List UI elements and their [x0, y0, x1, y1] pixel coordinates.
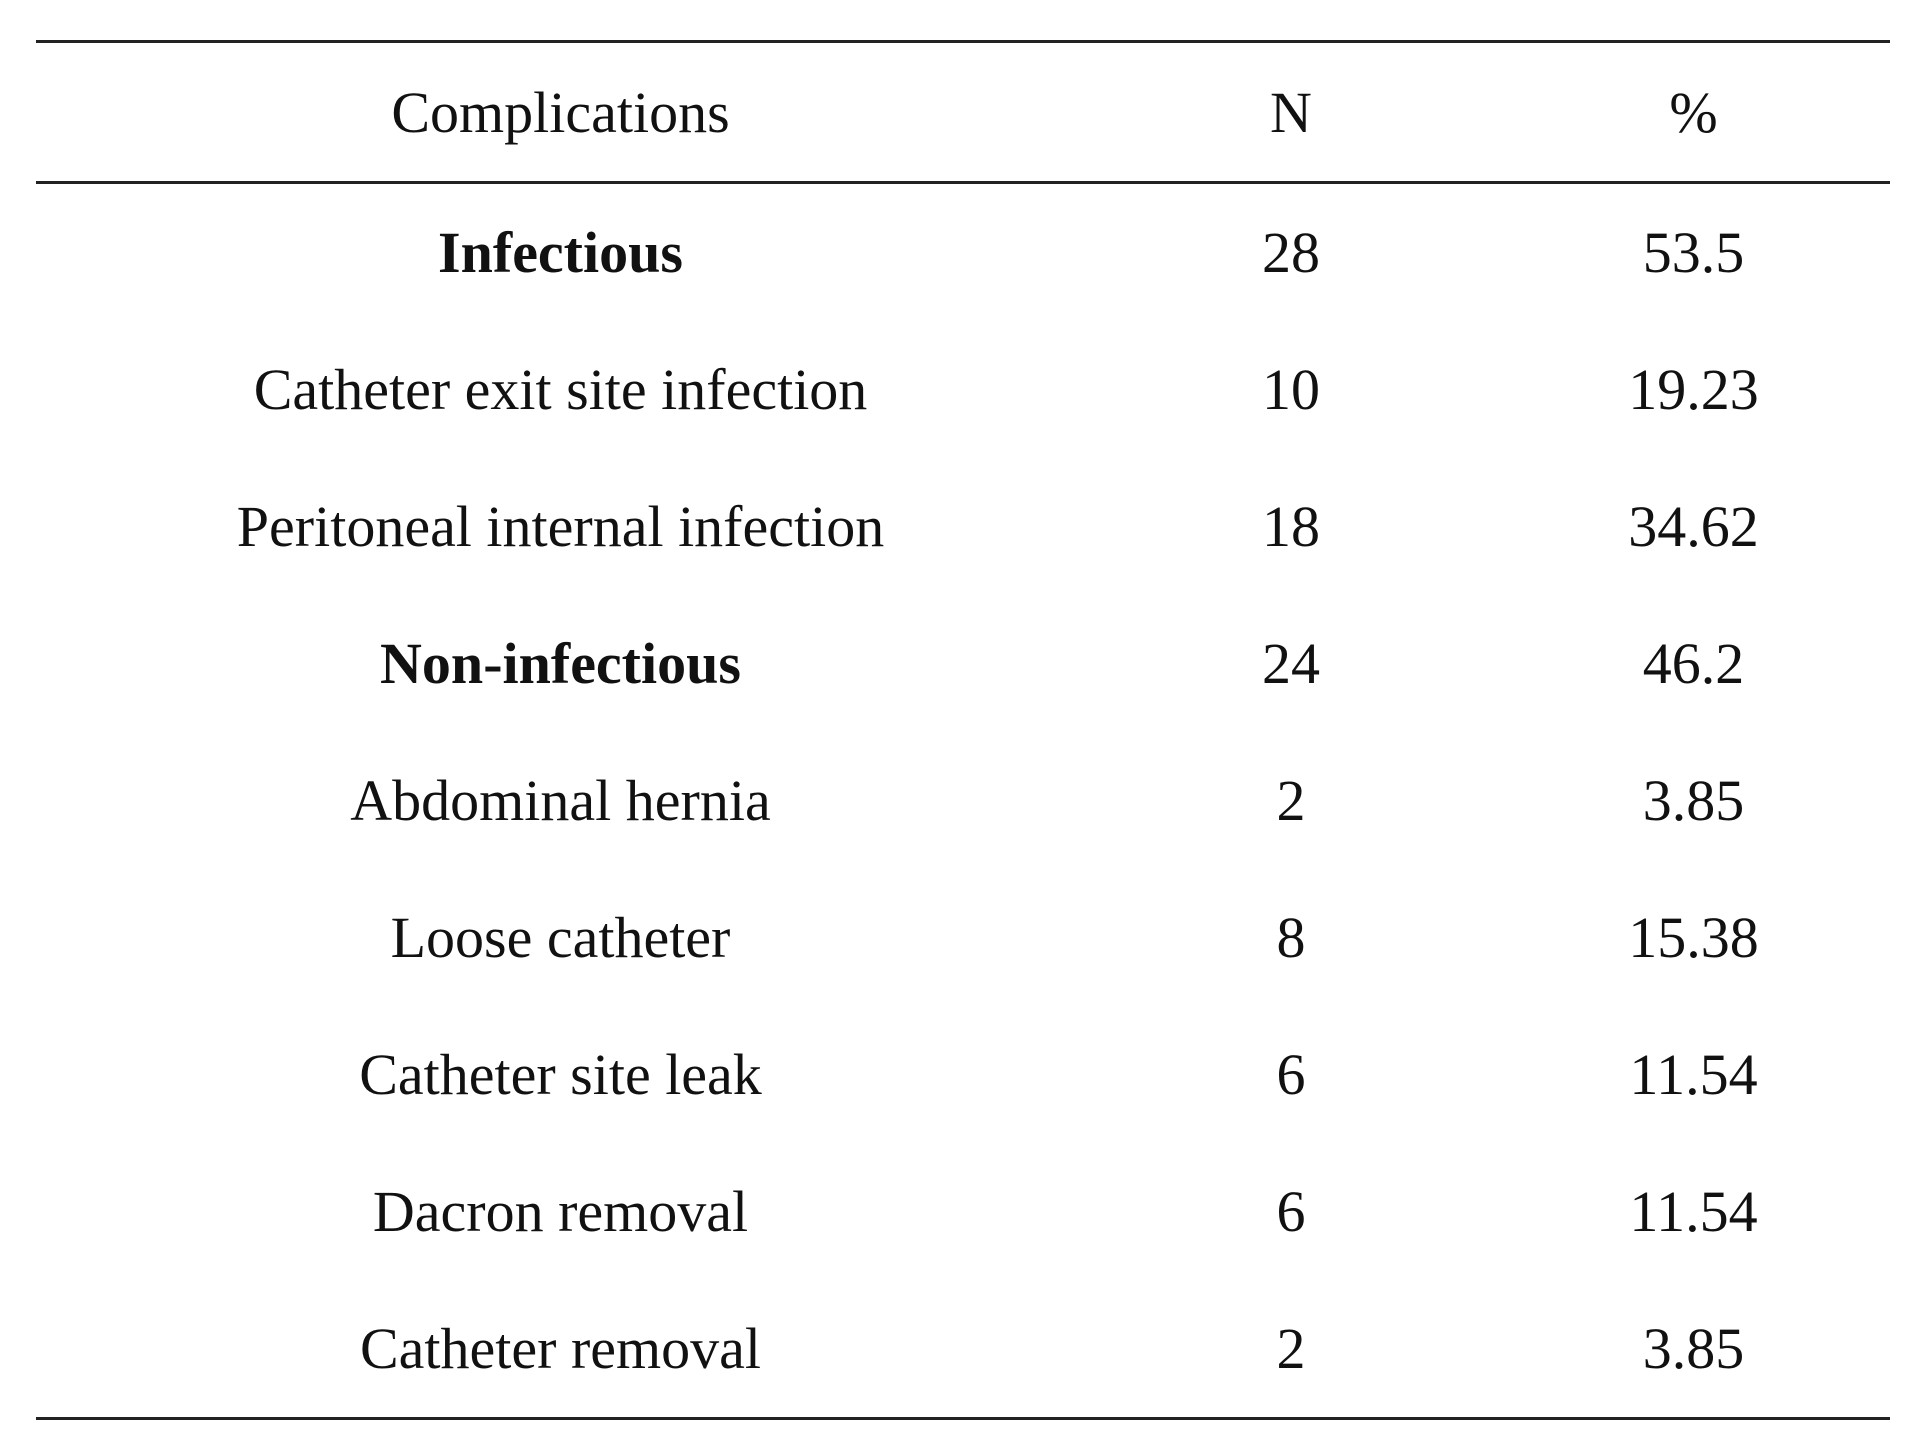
row-n: 6	[1276, 1179, 1306, 1244]
row-label: Infectious	[438, 220, 683, 285]
table-row: Infectious 28 53.5	[36, 183, 1890, 322]
row-label: Catheter site leak	[359, 1042, 762, 1107]
row-label: Abdominal hernia	[350, 768, 771, 833]
complications-table-container: Complications N % Infectious 28 53.5 Cat…	[36, 40, 1890, 1420]
table-row: Abdominal hernia 2 3.85	[36, 732, 1890, 869]
table-row: Catheter removal 2 3.85	[36, 1280, 1890, 1419]
table-row: Catheter exit site infection 10 19.23	[36, 321, 1890, 458]
row-percent: 34.62	[1628, 494, 1759, 559]
complications-table: Complications N % Infectious 28 53.5 Cat…	[36, 40, 1890, 1420]
row-n: 18	[1262, 494, 1320, 559]
row-percent: 11.54	[1629, 1179, 1758, 1244]
row-label: Non-infectious	[380, 631, 741, 696]
table-row: Loose catheter 8 15.38	[36, 869, 1890, 1006]
row-percent: 15.38	[1628, 905, 1759, 970]
row-n: 28	[1262, 220, 1320, 285]
header-row: Complications N %	[36, 41, 1890, 183]
table-header: Complications N %	[36, 41, 1890, 183]
row-n: 6	[1276, 1042, 1306, 1107]
table-body: Infectious 28 53.5 Catheter exit site in…	[36, 183, 1890, 1419]
row-label: Dacron removal	[372, 1179, 749, 1244]
table-row: Dacron removal 6 11.54	[36, 1143, 1890, 1280]
table-row: Peritoneal internal infection 18 34.62	[36, 458, 1890, 595]
table-row: Non-infectious 24 46.2	[36, 595, 1890, 732]
table-row: Catheter site leak 6 11.54	[36, 1006, 1890, 1143]
row-label: Loose catheter	[390, 905, 731, 970]
row-label: Peritoneal internal infection	[236, 494, 885, 559]
header-n: N	[1270, 79, 1312, 145]
header-complications: Complications	[391, 79, 730, 145]
row-percent: 53.5	[1642, 220, 1745, 285]
row-percent: 11.54	[1629, 1042, 1758, 1107]
row-n: 10	[1262, 357, 1320, 422]
header-percent: %	[1669, 79, 1718, 145]
row-percent: 19.23	[1628, 357, 1759, 422]
row-percent: 46.2	[1642, 631, 1745, 696]
row-n: 2	[1276, 1316, 1306, 1381]
row-label: Catheter exit site infection	[253, 357, 868, 422]
row-label: Catheter removal	[360, 1316, 761, 1381]
row-percent: 3.85	[1642, 1316, 1745, 1381]
row-n: 24	[1262, 631, 1320, 696]
row-n: 2	[1276, 768, 1306, 833]
row-percent: 3.85	[1642, 768, 1745, 833]
row-n: 8	[1276, 905, 1306, 970]
